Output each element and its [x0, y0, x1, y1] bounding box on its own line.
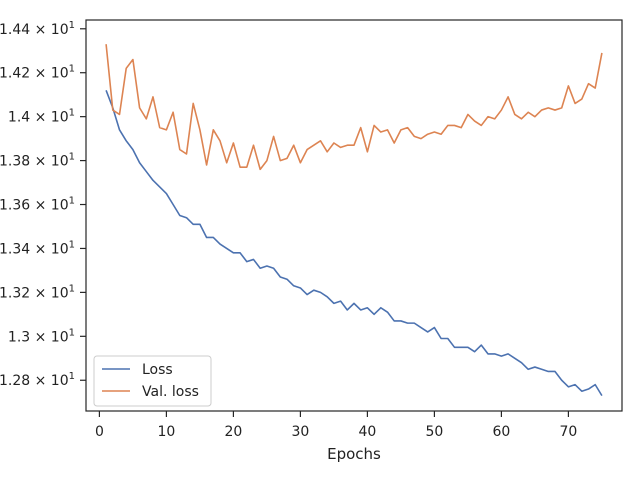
x-tick-label: 50: [425, 424, 443, 440]
x-tick-label: 10: [157, 424, 175, 440]
y-tick-label: 1.3 × 101: [8, 327, 75, 345]
y-tick-label: 1.4 × 101: [8, 108, 75, 126]
y-tick-label: 1.28 × 101: [0, 371, 75, 389]
legend-label-loss: Loss: [142, 362, 173, 378]
x-axis-label: Epochs: [327, 445, 381, 463]
legend-label-val-loss: Val. loss: [142, 384, 199, 400]
x-tick-label: 70: [559, 424, 577, 440]
series-line-loss: [105, 90, 603, 397]
y-tick-label: 1.38 × 101: [0, 152, 75, 170]
y-tick-label: 1.34 × 101: [0, 239, 75, 257]
x-tick-label: 40: [358, 424, 376, 440]
y-tick-label: 1.36 × 101: [0, 196, 75, 214]
series-line-val-loss: [105, 44, 603, 171]
x-tick-label: 30: [291, 424, 309, 440]
x-tick-label: 20: [224, 424, 242, 440]
legend: Loss Val. loss: [93, 355, 212, 407]
y-tick-label: 1.32 × 101: [0, 283, 75, 301]
y-tick-label: 1.42 × 101: [0, 64, 75, 82]
x-tick-label: 60: [492, 424, 510, 440]
plot-frame: [85, 19, 623, 412]
y-tick-label: 1.44 × 101: [0, 20, 75, 38]
x-tick-label: 0: [95, 424, 104, 440]
